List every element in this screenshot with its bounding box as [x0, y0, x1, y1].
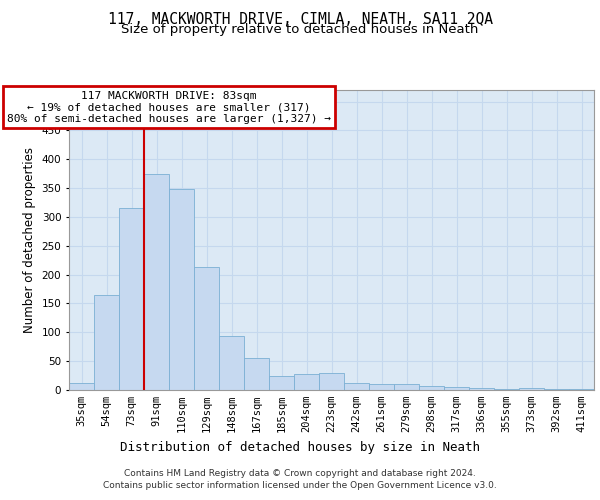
Bar: [394, 384, 419, 390]
Bar: [469, 388, 494, 390]
Bar: [94, 295, 119, 390]
Y-axis label: Number of detached properties: Number of detached properties: [23, 147, 36, 333]
Bar: [419, 386, 444, 390]
Bar: [519, 388, 544, 390]
Bar: [69, 382, 94, 390]
Bar: [144, 174, 169, 390]
Bar: [244, 358, 269, 390]
Text: Size of property relative to detached houses in Neath: Size of property relative to detached ho…: [121, 22, 479, 36]
Bar: [444, 387, 469, 390]
Bar: [219, 336, 244, 390]
Text: Distribution of detached houses by size in Neath: Distribution of detached houses by size …: [120, 441, 480, 454]
Text: 117 MACKWORTH DRIVE: 83sqm
← 19% of detached houses are smaller (317)
80% of sem: 117 MACKWORTH DRIVE: 83sqm ← 19% of deta…: [7, 90, 331, 124]
Text: Contains HM Land Registry data © Crown copyright and database right 2024.: Contains HM Land Registry data © Crown c…: [124, 470, 476, 478]
Bar: [194, 267, 219, 390]
Bar: [269, 376, 294, 390]
Bar: [119, 208, 144, 390]
Text: Contains public sector information licensed under the Open Government Licence v3: Contains public sector information licen…: [103, 480, 497, 490]
Bar: [294, 374, 319, 390]
Bar: [319, 374, 344, 390]
Bar: [344, 382, 369, 390]
Text: 117, MACKWORTH DRIVE, CIMLA, NEATH, SA11 2QA: 117, MACKWORTH DRIVE, CIMLA, NEATH, SA11…: [107, 12, 493, 28]
Bar: [569, 389, 594, 390]
Bar: [169, 189, 194, 390]
Bar: [369, 384, 394, 390]
